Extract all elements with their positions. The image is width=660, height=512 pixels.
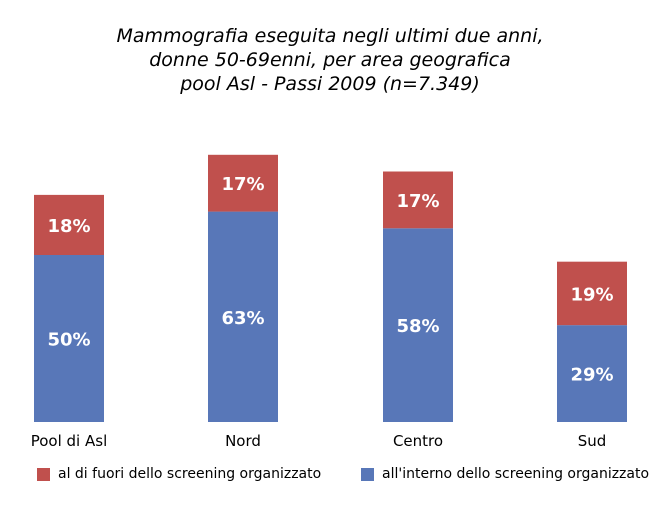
bar-outside-2 — [383, 171, 453, 229]
category-label: Pool di Asl — [31, 432, 108, 450]
bar-inside-0 — [34, 255, 104, 422]
chart-title-line-1: Mammografia eseguita negli ultimi due an… — [116, 25, 544, 47]
data-label: 18% — [47, 216, 90, 237]
bar-outside-1 — [208, 154, 278, 212]
chart-title-line-3: pool Asl - Passi 2009 (n=7.349) — [180, 73, 480, 95]
category-label: Sud — [578, 432, 607, 450]
data-label: 29% — [570, 365, 613, 386]
data-label: 17% — [396, 191, 439, 212]
data-label: 17% — [221, 174, 264, 195]
legend-label-outside: al di fuori dello screening organizzato — [58, 466, 322, 482]
legend-label-inside: all'interno dello screening organizzato — [382, 466, 650, 482]
data-label: 63% — [221, 308, 264, 329]
data-label: 50% — [47, 330, 90, 351]
legend-item-outside: al di fuori dello screening organizzato — [37, 466, 321, 482]
bar-inside-2 — [383, 228, 453, 422]
category-label: Centro — [393, 432, 443, 450]
data-label: 19% — [570, 284, 613, 305]
legend-swatch-inside — [361, 467, 374, 481]
bar-outside-0 — [34, 194, 104, 255]
bar-inside-1 — [208, 211, 278, 422]
category-label: Nord — [225, 432, 261, 450]
legend-swatch-outside — [37, 467, 50, 481]
chart-title-line-2: donne 50-69enni, per area geografica — [149, 49, 511, 71]
data-label: 58% — [396, 316, 439, 337]
bar-inside-3 — [557, 325, 627, 422]
legend-item-inside: all'interno dello screening organizzato — [361, 466, 649, 482]
bar-outside-3 — [557, 261, 627, 326]
